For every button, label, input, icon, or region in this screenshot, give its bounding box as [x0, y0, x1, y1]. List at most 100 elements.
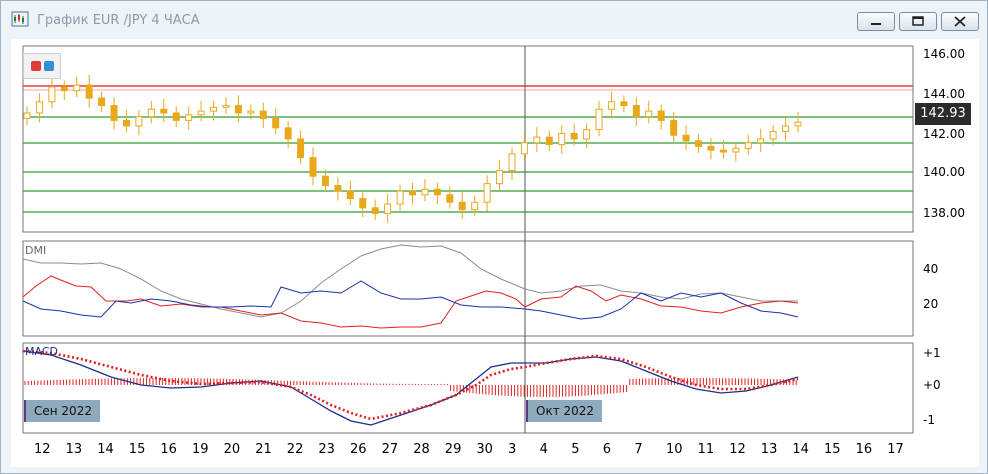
- maximize-button[interactable]: [899, 12, 937, 31]
- candle-body: [508, 153, 516, 172]
- price-panel: [22, 45, 914, 233]
- candle-body: [794, 121, 802, 127]
- candle-body: [732, 147, 740, 153]
- time-axis-label: 30: [476, 442, 493, 457]
- macd-label: MACD: [25, 345, 58, 358]
- candle-body: [682, 134, 690, 142]
- candle-body: [595, 108, 603, 131]
- candle-body: [48, 86, 56, 103]
- candle-body: [197, 110, 205, 116]
- candle-body: [346, 190, 354, 200]
- candle-body: [371, 207, 379, 214]
- candle-body: [545, 136, 553, 146]
- time-axis-label: 15: [824, 442, 841, 457]
- time-axis-label: 27: [381, 442, 399, 457]
- candle-body: [570, 132, 578, 140]
- dmi-minus-line: [22, 280, 799, 320]
- candle-body: [757, 138, 765, 144]
- time-axis-label: 14: [792, 442, 809, 457]
- dmi-panel: [22, 240, 914, 337]
- time-axis-label: 11: [697, 442, 715, 457]
- time-axis-label: 5: [571, 442, 580, 457]
- minimize-button[interactable]: [857, 12, 895, 31]
- close-icon: [954, 16, 966, 27]
- time-axis-label: 19: [192, 442, 209, 457]
- window-title: График EUR /JPY 4 ЧАСА: [37, 13, 200, 28]
- candle-body: [707, 145, 715, 151]
- red-swatch-icon: [31, 61, 41, 71]
- candle-body: [496, 170, 504, 185]
- candle-body: [210, 106, 218, 112]
- time-axis-label: 16: [160, 442, 177, 457]
- time-axis-label: 6: [602, 442, 612, 457]
- candle-body: [409, 190, 416, 196]
- time-axis-label: 13: [65, 442, 83, 457]
- candle-body: [321, 175, 329, 186]
- candle-body: [284, 127, 292, 140]
- candle-body: [297, 138, 305, 159]
- time-axis-label: 20: [223, 442, 241, 457]
- candle-body: [471, 201, 479, 211]
- candle-body: [272, 118, 280, 129]
- time-axis-label: 13: [760, 442, 778, 457]
- candle-body: [309, 157, 317, 177]
- candle-body: [483, 183, 491, 203]
- candle-body: [744, 142, 752, 149]
- candle-body: [421, 188, 429, 196]
- candle-body: [60, 86, 68, 92]
- dmi-axis-label: 20: [923, 297, 939, 311]
- candle-body: [122, 119, 130, 127]
- candle-body: [695, 140, 703, 147]
- candle-body: [160, 108, 168, 114]
- candle-body: [185, 114, 193, 121]
- date-tag-oct: Окт 2022: [526, 400, 603, 422]
- candle-body: [632, 105, 640, 118]
- candle-body: [172, 112, 180, 121]
- time-axis-label: 14: [97, 442, 114, 457]
- dmi-axis-label: 40: [923, 262, 939, 276]
- color-swatch[interactable]: [23, 53, 61, 79]
- candle-body: [98, 97, 106, 107]
- price-axis-label: 138.00: [923, 206, 965, 220]
- candle-body: [135, 116, 143, 127]
- dmi-label: DMI: [25, 244, 47, 257]
- candle-body: [670, 119, 678, 136]
- dmi-plus-line: [22, 275, 799, 329]
- time-axis-label: 16: [855, 442, 873, 457]
- title-bar: График EUR /JPY 4 ЧАСА: [1, 1, 987, 39]
- time-axis-label: 4: [539, 442, 548, 457]
- maximize-icon: [912, 16, 924, 26]
- candlesticks: [23, 74, 802, 223]
- time-axis-label: 22: [286, 442, 304, 457]
- candle-body: [607, 101, 615, 110]
- time-axis-label: 28: [413, 442, 430, 457]
- price-axis-label: 142.00: [923, 127, 965, 141]
- close-button[interactable]: [941, 12, 979, 31]
- candle-body: [620, 101, 628, 107]
- candle-body: [73, 84, 81, 92]
- candle-body: [234, 105, 242, 114]
- candle-body: [334, 185, 342, 192]
- time-axis-label: 29: [444, 442, 462, 457]
- candle-body: [433, 188, 441, 196]
- candle-body: [35, 101, 43, 114]
- candle-body: [645, 110, 653, 118]
- time-axis-label: 7: [634, 442, 643, 457]
- candle-body: [446, 194, 454, 203]
- candle-body: [769, 131, 777, 140]
- time-axis-label: 26: [350, 442, 367, 457]
- candle-body: [458, 201, 466, 211]
- time-axis-label: 15: [128, 442, 146, 457]
- chart-app-icon: [11, 11, 29, 27]
- candle-body: [533, 136, 541, 144]
- candle-body: [359, 198, 367, 209]
- time-axis-label: 23: [318, 442, 335, 457]
- candle-body: [23, 112, 31, 120]
- price-axis-label: 144.00: [923, 87, 965, 101]
- time-axis-label: 12: [34, 442, 51, 457]
- candle-body: [85, 84, 93, 99]
- time-axis-label: 21: [255, 442, 272, 457]
- candle-body: [583, 129, 591, 140]
